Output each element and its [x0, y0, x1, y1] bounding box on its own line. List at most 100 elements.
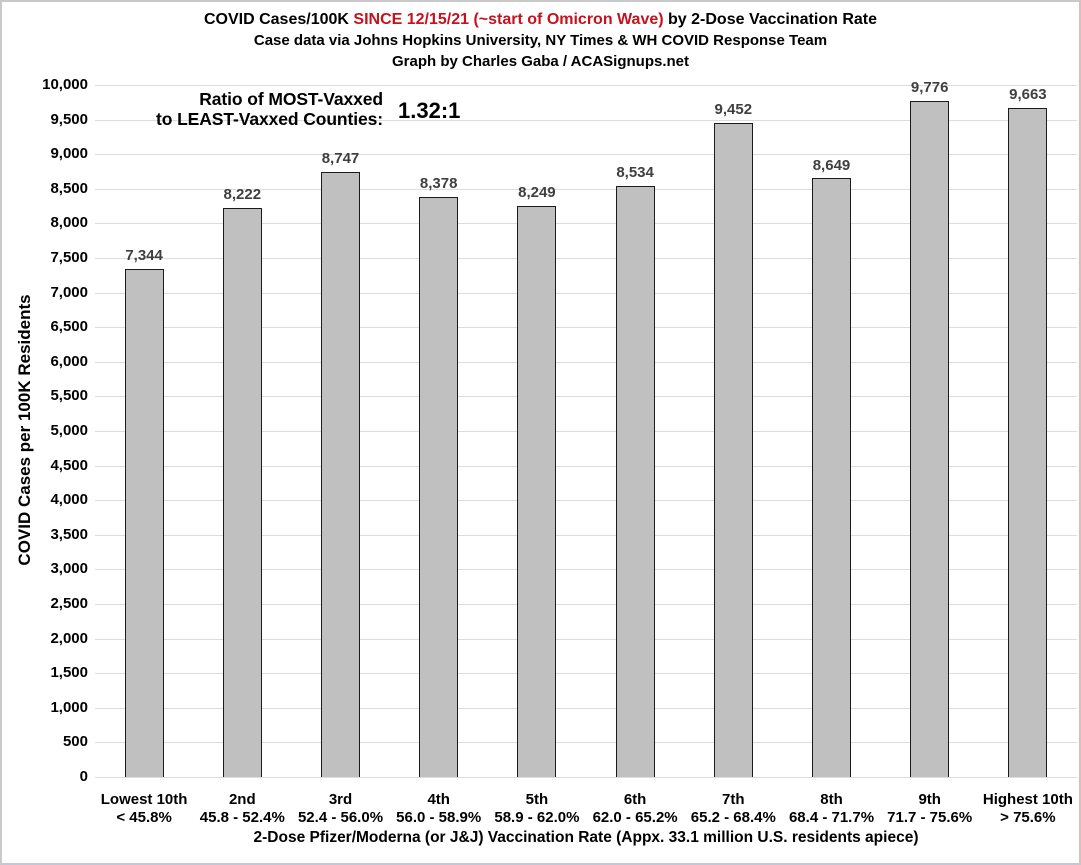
gridline: [95, 258, 1077, 259]
title-highlight: SINCE 12/15/21 (~start of Omicron Wave): [348, 11, 669, 28]
y-tick-label: 2,500: [50, 595, 88, 612]
bar: [910, 101, 950, 777]
bar-value-label: 8,649: [812, 156, 851, 174]
x-tick-ordinal: 6th: [623, 791, 647, 808]
x-tick-ordinal: Highest 10th: [982, 791, 1073, 808]
bar: [124, 269, 164, 777]
bar-value-label: 9,776: [910, 78, 949, 96]
title-prefix: COVID Cases/100K: [203, 11, 349, 28]
x-tick-range: > 75.6%: [1000, 809, 1056, 826]
x-tick-label: Highest 10th > 75.6%: [968, 791, 1079, 827]
chart-title: COVID Cases/100K SINCE 12/15/21 (~start …: [2, 9, 1079, 30]
x-tick-label: 5th 58.9 - 62.0%: [477, 791, 597, 827]
x-tick-label: Lowest 10th < 45.8%: [84, 791, 204, 827]
y-tick-label: 8,000: [50, 214, 88, 232]
gridline: [95, 708, 1077, 709]
y-tick-label: 2,000: [50, 629, 88, 647]
gridline: [95, 639, 1077, 640]
bar-value-label: 9,663: [1009, 86, 1047, 104]
x-tick-range: 45.8 - 52.4%: [199, 809, 285, 826]
bar: [812, 178, 851, 777]
title-suffix: by 2-Dose Vaccination Rate: [668, 11, 877, 28]
y-tick-label: 5,500: [50, 387, 88, 405]
y-tick-label: 6,000: [50, 352, 88, 370]
y-tick-label: 0: [79, 768, 88, 785]
x-tick-label: 3rd 52.4 - 56.0%: [281, 791, 401, 827]
x-tick-ordinal: 9th: [918, 791, 941, 808]
bar: [713, 123, 753, 777]
y-tick-label: 3,000: [50, 560, 88, 578]
gridline: [95, 327, 1077, 328]
gridline: [95, 85, 1077, 86]
y-tick-label: 4,500: [50, 456, 88, 474]
gridline: [95, 742, 1077, 743]
bar: [321, 172, 360, 777]
ratio-annotation-line2: to LEAST-Vaxxed Counties:: [156, 109, 383, 129]
gridline: [95, 466, 1077, 467]
ratio-annotation-value: 1.32:1: [398, 98, 461, 123]
gridline: [95, 362, 1077, 363]
x-tick-label: 2nd 45.8 - 52.4%: [182, 791, 302, 827]
bar: [222, 208, 262, 777]
x-tick-range: 71.7 - 75.6%: [887, 809, 973, 826]
y-tick-label: 7,500: [50, 249, 88, 266]
x-tick-ordinal: 7th: [722, 791, 745, 808]
chart-credit: Graph by Charles Gaba / ACASignups.net: [392, 53, 689, 70]
x-tick-range: 56.0 - 58.9%: [396, 809, 482, 826]
x-tick-ordinal: Lowest 10th: [100, 791, 188, 808]
y-tick-label: 3,500: [50, 525, 88, 543]
bar: [615, 186, 655, 777]
gridline: [95, 569, 1077, 570]
x-tick-label: 8th 68.4 - 71.7%: [772, 791, 892, 827]
y-tick-label: 8,500: [50, 179, 88, 197]
x-tick-label: 9th 71.7 - 75.6%: [870, 791, 990, 827]
gridline: [95, 431, 1077, 432]
y-tick-label: 4,000: [50, 491, 88, 509]
gridline: [95, 604, 1077, 605]
x-tick-range: 62.0 - 65.2%: [592, 809, 678, 826]
bar-value-label: 8,378: [419, 175, 458, 193]
x-tick-range: < 45.8%: [116, 809, 172, 826]
y-tick-label: 9,500: [50, 110, 88, 128]
bar-value-label: 8,534: [616, 164, 654, 182]
gridline: [95, 223, 1077, 224]
y-tick-label: 500: [62, 733, 88, 751]
bar: [517, 206, 557, 777]
x-tick-ordinal: 4th: [427, 791, 450, 808]
bar: [419, 197, 459, 777]
ratio-annotation-label: Ratio of MOST-Vaxxed to LEAST-Vaxxed Coun…: [95, 89, 383, 129]
gridline: [95, 189, 1077, 190]
y-tick-label: 6,500: [50, 318, 88, 336]
plot-area: 7,344 8,222 8,747 8,378 8,249 8,534 9,452 8,649…: [95, 79, 1077, 778]
gridline: [95, 673, 1077, 674]
x-tick-range: 65.2 - 68.4%: [690, 809, 776, 826]
x-tick-ordinal: 2nd: [228, 791, 256, 808]
x-axis-title: 2-Dose Pfizer/Moderna (or J&J) Vaccinati…: [253, 829, 919, 846]
bar: [1008, 108, 1048, 777]
ratio-annotation-line1: Ratio of MOST-Vaxxed: [199, 89, 383, 109]
x-tick-ordinal: 3rd: [328, 791, 353, 808]
bar-value-label: 7,344: [125, 246, 163, 264]
x-tick-label: 7th 65.2 - 68.4%: [673, 791, 793, 827]
y-tick-label: 5,000: [50, 422, 88, 439]
bar-value-label: 8,747: [321, 149, 360, 167]
x-tick-ordinal: 5th: [525, 791, 549, 808]
bar-value-label: 9,452: [714, 100, 753, 118]
chart-title-block: COVID Cases/100K SINCE 12/15/21 (~start …: [2, 9, 1079, 72]
y-tick-label: 10,000: [42, 76, 88, 93]
y-tick-label: 9,000: [50, 145, 88, 163]
y-tick-label: 1,000: [50, 698, 88, 716]
x-tick-ordinal: 8th: [820, 791, 843, 808]
gridline: [95, 120, 1077, 121]
x-tick-range: 52.4 - 56.0%: [297, 809, 384, 826]
bar-value-label: 8,249: [518, 184, 556, 202]
gridline: [95, 396, 1077, 397]
gridline: [95, 154, 1077, 155]
bar-value-label: 8,222: [223, 186, 262, 204]
gridline: [95, 777, 1077, 778]
x-tick-range: 58.9 - 62.0%: [494, 809, 580, 826]
gridline: [95, 535, 1077, 536]
x-tick-label: 4th 56.0 - 58.9%: [379, 791, 499, 827]
x-tick-label: 6th 62.0 - 65.2%: [575, 791, 695, 827]
